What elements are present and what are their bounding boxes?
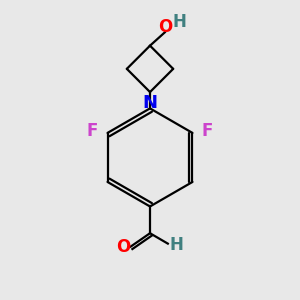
Text: O: O	[158, 18, 172, 36]
Text: H: H	[172, 13, 186, 31]
Text: F: F	[202, 122, 213, 140]
Text: O: O	[116, 238, 130, 256]
Text: N: N	[142, 94, 158, 112]
Text: H: H	[169, 236, 183, 254]
Text: F: F	[87, 122, 98, 140]
